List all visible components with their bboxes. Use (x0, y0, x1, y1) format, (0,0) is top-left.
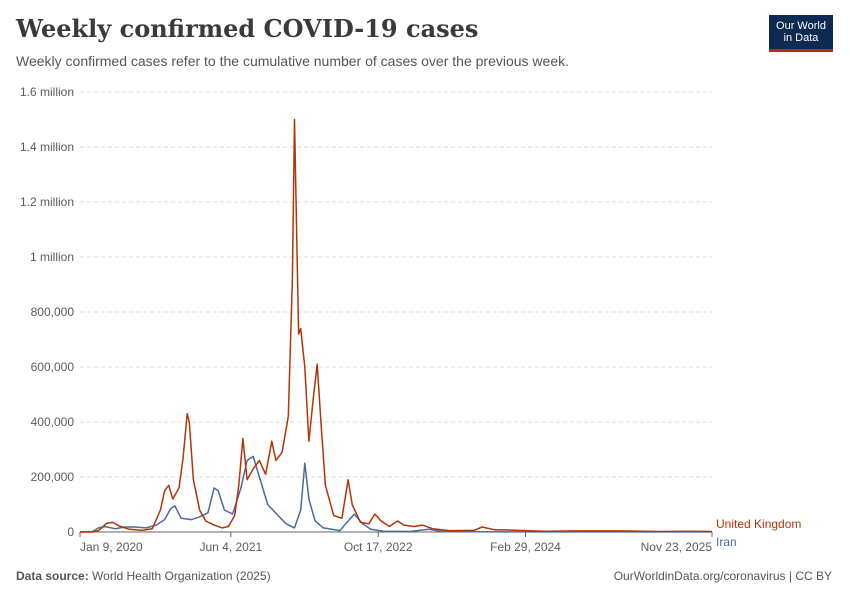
y-tick-label: 1.4 million (20, 140, 74, 154)
series-line-united-kingdom[interactable] (80, 118, 713, 533)
x-tick-label: Feb 29, 2024 (490, 540, 561, 554)
y-tick-label: 600,000 (31, 360, 75, 374)
logo-line-1: Our World (776, 20, 826, 32)
chart-subtitle: Weekly confirmed cases refer to the cumu… (16, 53, 569, 69)
logo-line-2: in Data (783, 32, 819, 44)
y-tick-label: 0 (67, 525, 74, 539)
series-label-united-kingdom[interactable]: United Kingdom (716, 517, 801, 531)
x-tick-label: Jun 4, 2021 (199, 540, 262, 554)
footer-url[interactable]: OurWorldinData.org/coronavirus | CC BY (613, 569, 832, 583)
series-lines (79, 118, 713, 533)
series-label-iran[interactable]: Iran (716, 535, 737, 549)
y-tick-label: 400,000 (31, 415, 75, 429)
series-labels: United Kingdom Iran (716, 517, 801, 549)
data-source-label: Data source: (16, 569, 89, 583)
x-tick-label: Jan 9, 2020 (80, 540, 143, 554)
y-tick-label: 1.2 million (20, 195, 74, 209)
x-tick-label: Nov 23, 2025 (641, 540, 713, 554)
data-source: Data source: World Health Organization (… (16, 569, 271, 583)
y-axis-tick-labels: 0 200,000 400,000 600,000 800,000 1 million 1.… (20, 85, 74, 539)
x-axis: Jan 9, 2020 Jun 4, 2021 Oct 17, 2022 Feb 29… (79, 531, 713, 554)
chart-title: Weekly confirmed COVID-19 cases (16, 14, 479, 43)
series-line-iran[interactable] (79, 455, 712, 533)
y-tick-label: 1.6 million (20, 85, 74, 99)
y-tick-label: 200,000 (31, 470, 75, 484)
data-source-text[interactable]: World Health Organization (2025) (92, 569, 271, 583)
grid-lines (80, 91, 712, 478)
owid-logo[interactable]: Our World in Data (769, 15, 833, 52)
x-tick-label: Oct 17, 2022 (344, 540, 413, 554)
y-tick-label: 1 million (30, 250, 74, 264)
y-tick-label: 800,000 (31, 305, 75, 319)
